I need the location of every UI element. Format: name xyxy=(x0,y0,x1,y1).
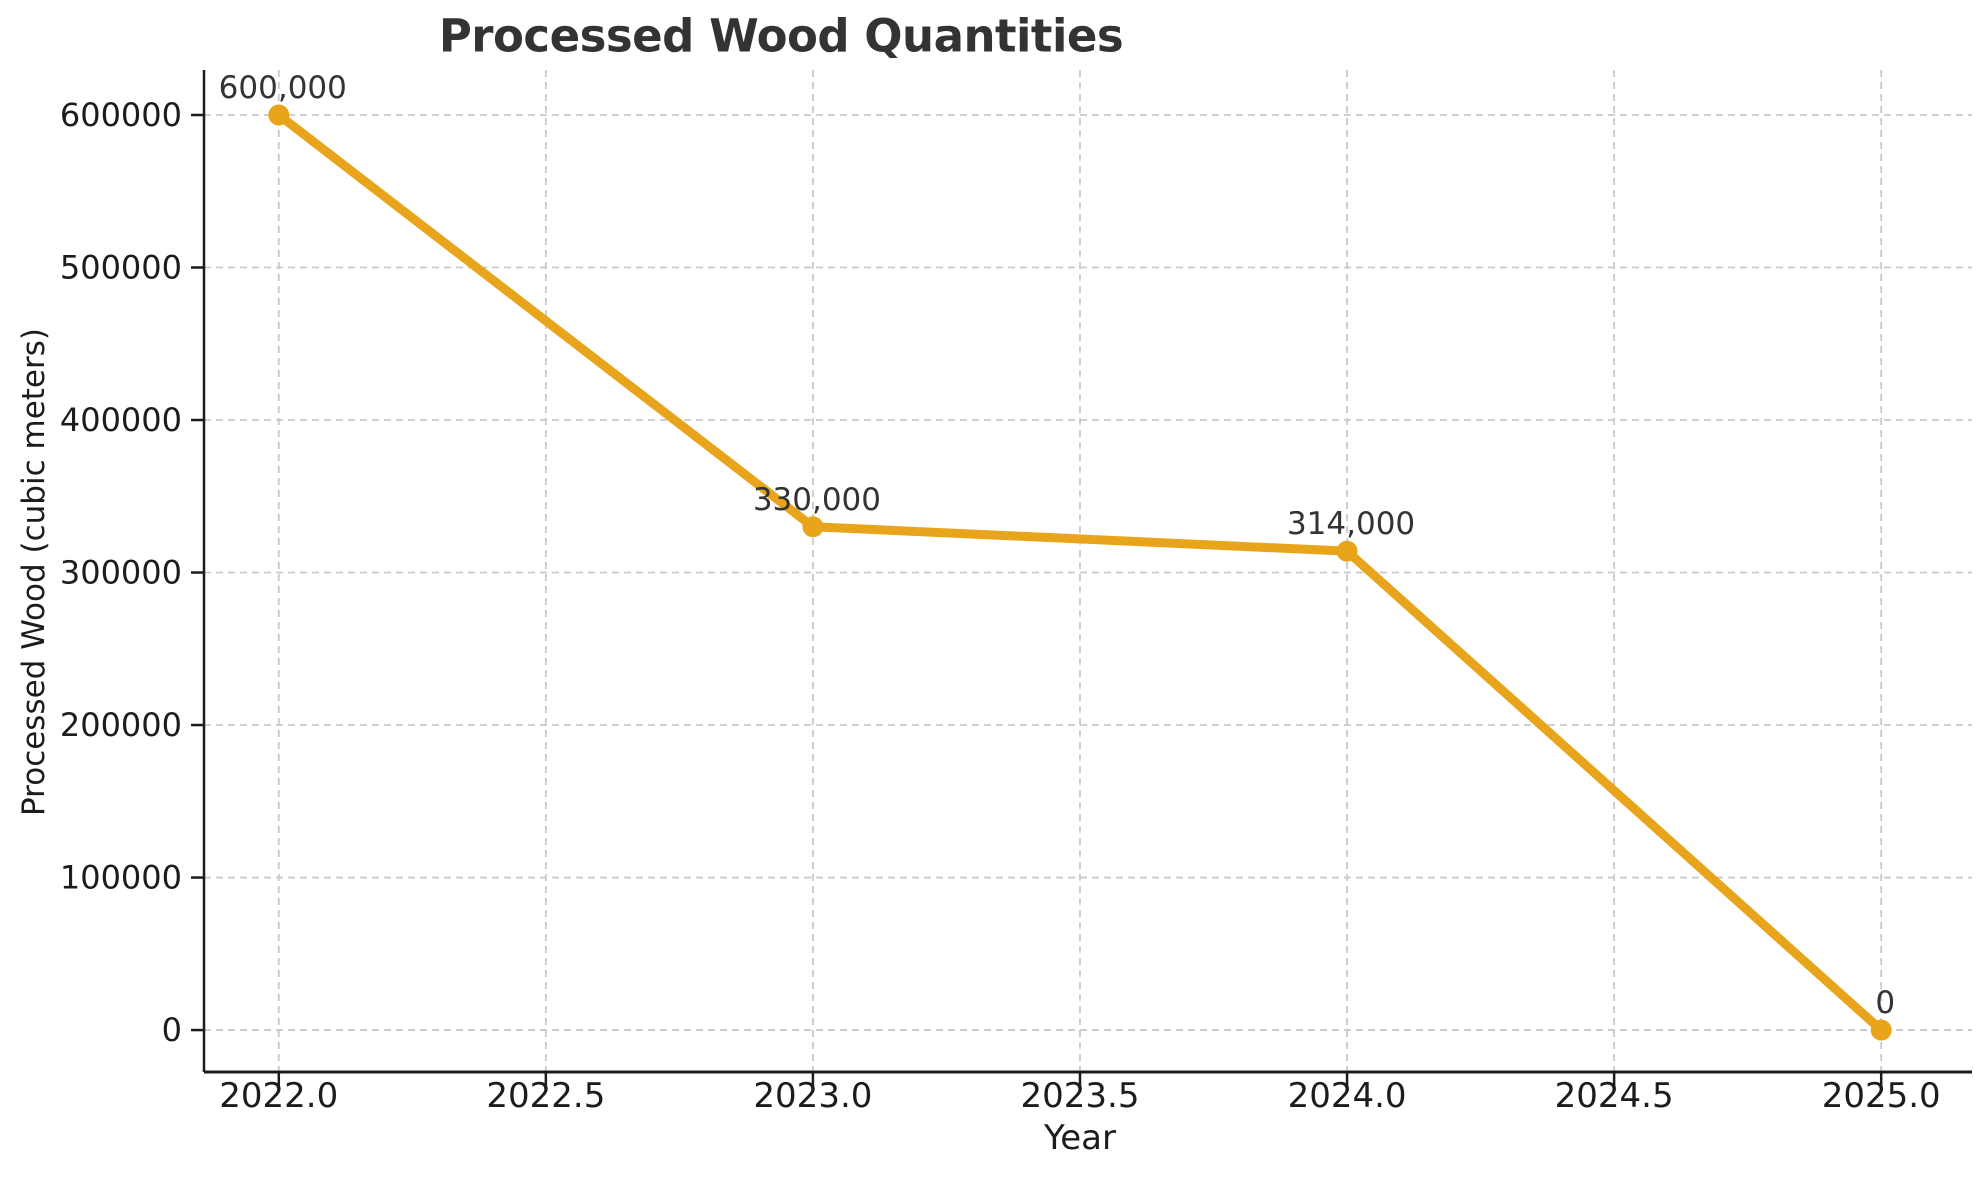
x-tick-label: 2024.5 xyxy=(1555,1076,1674,1116)
data-point-label: 0 xyxy=(1875,985,1895,1021)
data-point-label: 330,000 xyxy=(753,482,881,518)
y-tick-label: 500000 xyxy=(60,249,182,287)
x-axis-label: Year xyxy=(1044,1118,1116,1158)
data-point-labels-group: 600,000 330,000 314,000 0 xyxy=(219,70,1895,1021)
tick-marks-group xyxy=(191,113,1883,1086)
x-tick-label: 2024.0 xyxy=(1288,1076,1407,1116)
data-point-label: 600,000 xyxy=(219,70,347,106)
data-line xyxy=(274,110,1886,1035)
y-tick-label: 400000 xyxy=(60,401,182,439)
y-tick-label: 300000 xyxy=(60,554,182,592)
y-tick-label: 100000 xyxy=(60,859,182,897)
data-point-marker xyxy=(268,104,290,126)
gridlines-group xyxy=(204,70,1972,1072)
data-point-marker xyxy=(802,516,824,538)
x-tick-label: 2022.5 xyxy=(486,1076,605,1116)
x-tick-label: 2025.0 xyxy=(1822,1076,1941,1116)
data-series-group xyxy=(268,104,1892,1041)
y-tick-label: 600000 xyxy=(60,96,182,134)
y-tick-label: 0 xyxy=(162,1011,182,1049)
y-axis-label: Processed Wood (cubic meters) xyxy=(16,328,52,816)
x-tick-label: 2022.0 xyxy=(219,1076,338,1116)
x-tick-label: 2023.0 xyxy=(753,1076,872,1116)
data-point-marker xyxy=(1870,1019,1892,1041)
y-tick-label: 200000 xyxy=(60,706,182,744)
data-point-marker xyxy=(1336,540,1358,562)
x-tick-label: 2023.5 xyxy=(1021,1076,1140,1116)
chart-title: Processed Wood Quantities xyxy=(438,9,1124,63)
data-point-label: 314,000 xyxy=(1287,506,1415,542)
axes-spines-group xyxy=(202,70,1972,1074)
tick-labels-group: 0 100000 200000 300000 400000 500000 600000 202… xyxy=(60,96,1941,1116)
